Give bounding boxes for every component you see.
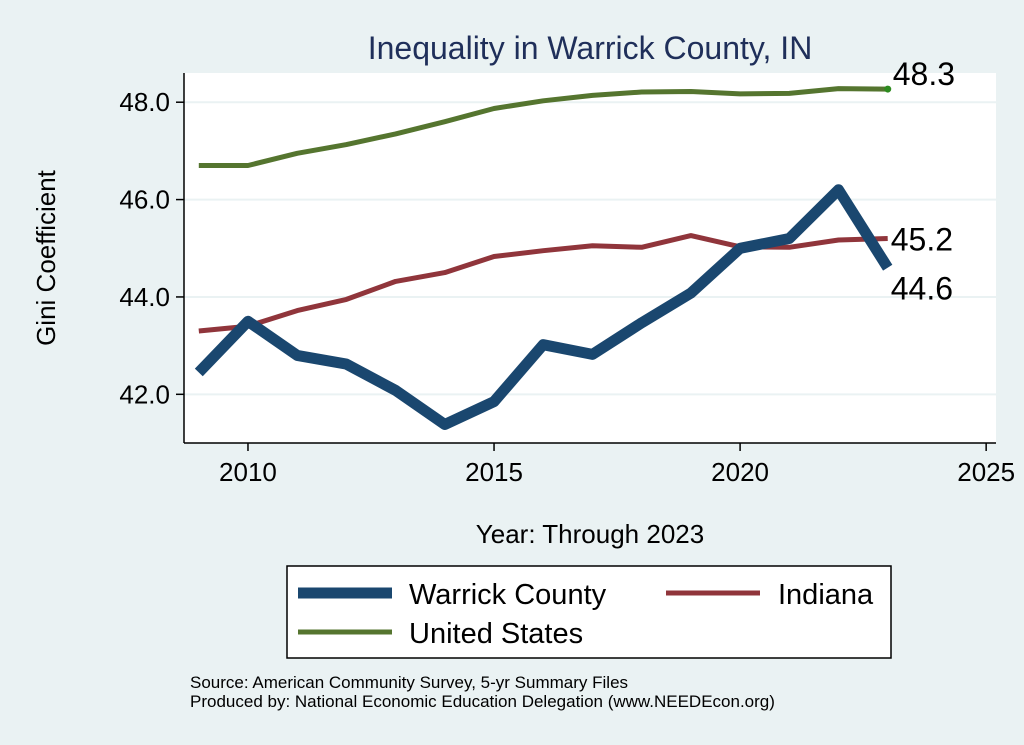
- plot-background: [184, 73, 996, 443]
- x-tick-label: 2015: [465, 457, 523, 487]
- source-note: Source: American Community Survey, 5-yr …: [190, 673, 628, 692]
- legend-label-indiana: Indiana: [778, 579, 874, 611]
- chart-title: Inequality in Warrick County, IN: [368, 30, 813, 66]
- legend: Warrick County Indiana United States: [286, 565, 892, 659]
- series-line-united-states: [198, 86, 888, 168]
- y-tick-label: 48.0: [119, 87, 170, 117]
- end-label-united-states: 48.3: [893, 56, 955, 92]
- end-label-indiana: 45.2: [891, 222, 953, 258]
- x-tick-label: 2020: [711, 457, 769, 487]
- end-label-warrick-county: 44.6: [891, 271, 953, 307]
- x-tick-label: 2010: [219, 457, 277, 487]
- y-tick-label: 42.0: [119, 379, 170, 409]
- gridlines: [184, 101, 996, 396]
- end-point-marker: [884, 85, 892, 93]
- y-tick-label: 44.0: [119, 282, 170, 312]
- y-tick-label: 46.0: [119, 185, 170, 215]
- series-line-warrick-county: [194, 184, 893, 430]
- producer-note: Produced by: National Economic Education…: [190, 692, 775, 711]
- legend-label-warrick: Warrick County: [409, 579, 607, 611]
- x-axis-title: Year: Through 2023: [476, 519, 704, 549]
- series-lines: [194, 85, 893, 430]
- axes: [183, 73, 996, 444]
- x-tick-label: 2025: [957, 457, 1015, 487]
- legend-label-united-states: United States: [409, 618, 583, 650]
- legend-box: [286, 565, 892, 659]
- y-axis-title: Gini Coefficient: [31, 169, 61, 346]
- x-ticks: 2010 2015 2020 2025: [219, 443, 1015, 487]
- plot-area: 2010 2015 2020 2025 42.0 44.0 46.0 48.0 44.6 45…: [119, 56, 1015, 487]
- end-labels: 44.6 45.2 48.3: [891, 56, 955, 307]
- y-ticks: 42.0 44.0 46.0 48.0: [119, 87, 184, 409]
